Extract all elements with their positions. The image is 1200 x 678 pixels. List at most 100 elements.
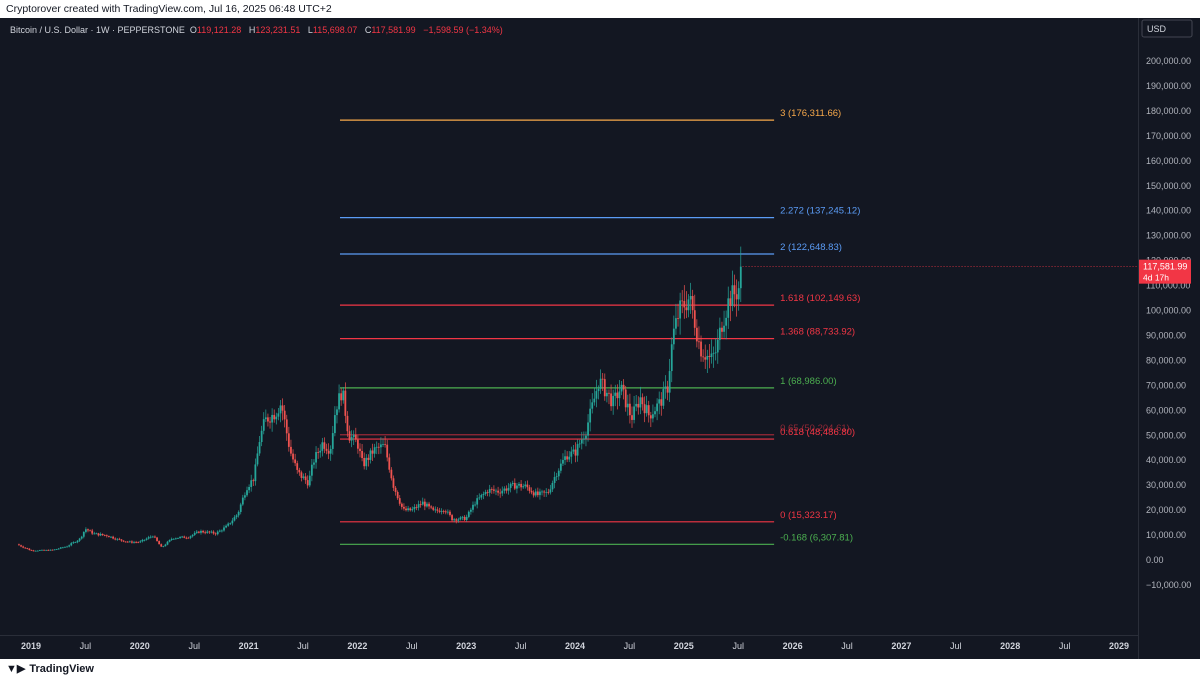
candle-up [195,531,198,533]
x-tick-label: 2029 [1109,641,1129,651]
candle-down [616,392,619,399]
candle-up [712,352,715,354]
candle-up [225,525,227,528]
y-tick-label: 180,000.00 [1146,106,1191,116]
tradingview-logo-icon: ▼▶ [6,663,26,675]
last-price-label: 117,581.99 [1143,262,1187,272]
candle-up [739,266,742,289]
candle-down [32,550,35,552]
chart-frame[interactable]: USD 200,000.00 190,000.00 180,000.00 170,000… [0,18,1200,659]
x-tick-label: Jul [841,641,853,651]
candlestick-chart[interactable]: USD 200,000.00 190,000.00 180,000.00 170,000… [0,18,1200,659]
candle-down [24,547,27,549]
candle-up [587,422,589,436]
candle-down [361,451,363,458]
close-value: 117,581.99 [371,25,416,35]
candle-up [350,437,353,441]
candle-down [187,537,190,539]
candle-up [162,546,165,547]
candle-down [419,504,422,506]
candle-up [568,456,571,460]
y-tick-label: 30,000.00 [1146,480,1186,490]
candle-up [413,507,416,510]
candle-up [206,531,209,533]
candle-up [189,536,192,538]
x-tick-label: 2026 [783,641,803,651]
candle-up [507,487,510,491]
candle-down [101,533,104,536]
candle-down [601,378,604,380]
candle-up [174,538,177,540]
candle-down [649,415,652,419]
candle-down [87,529,89,531]
candle-up [453,519,456,521]
candle-up [585,435,587,439]
candle-up [248,486,251,491]
candle-up [235,515,238,518]
candle-up [172,538,175,540]
candle-up [181,536,184,538]
candle-down [22,546,25,548]
candle-down [371,450,374,454]
candle-up [59,547,62,549]
candle-up [562,459,564,464]
y-tick-label: 190,000.00 [1146,81,1191,91]
y-tick-label: 40,000.00 [1146,455,1186,465]
candle-up [338,393,340,410]
candle-down [735,294,738,300]
candle-down [629,403,631,416]
candle-down [631,415,633,420]
candle-down [528,487,531,491]
x-tick-label: Jul [732,641,744,651]
candle-up [675,318,677,329]
candle-up [310,464,313,476]
candle-up [639,397,642,408]
candle-down [695,327,698,342]
candle-up [200,530,202,533]
change-value: −1,598.59 (−1.34%) [423,25,503,35]
candle-up [469,509,472,512]
candle-up [482,494,485,496]
candle-up [710,353,713,357]
candle-up [645,405,648,414]
y-tick-label: 170,000.00 [1146,131,1191,141]
candle-up [599,378,602,389]
candle-down [493,489,495,491]
candle-up [407,508,410,511]
y-tick-label: 0.00 [1146,555,1164,565]
candle-down [357,439,359,449]
candle-up [41,549,43,551]
candle-up [557,470,560,477]
candle-up [580,439,583,444]
fib-level-label: 2 (122,648.83) [780,242,842,253]
candle-up [164,544,167,547]
candle-down [610,393,612,407]
candle-up [66,546,68,548]
currency-button[interactable] [1141,19,1193,38]
candle-up [578,443,581,445]
candle-up [737,288,740,300]
candle-up [480,495,483,498]
candle-up [218,530,221,532]
candle-down [154,536,156,538]
y-tick-label: −10,000.00 [1146,580,1191,590]
candle-up [258,442,261,454]
candle-down [340,393,343,401]
candle-up [511,482,514,485]
high-label: H [248,25,256,35]
candle-up [380,444,382,448]
candle-up [476,498,479,505]
candle-down [505,488,508,491]
high-value: 123,231.51 [255,25,301,35]
y-tick-label: 50,000.00 [1146,430,1186,440]
candle-up [652,414,654,419]
candle-up [668,371,671,393]
candle-up [227,523,230,526]
candle-down [89,530,91,532]
x-tick-label: 2027 [891,641,911,651]
candle-up [559,463,562,471]
tradingview-brand[interactable]: ▼▶ TradingView [6,662,94,675]
candle-down [683,301,686,308]
candle-up [465,516,468,520]
candle-down [566,456,569,460]
